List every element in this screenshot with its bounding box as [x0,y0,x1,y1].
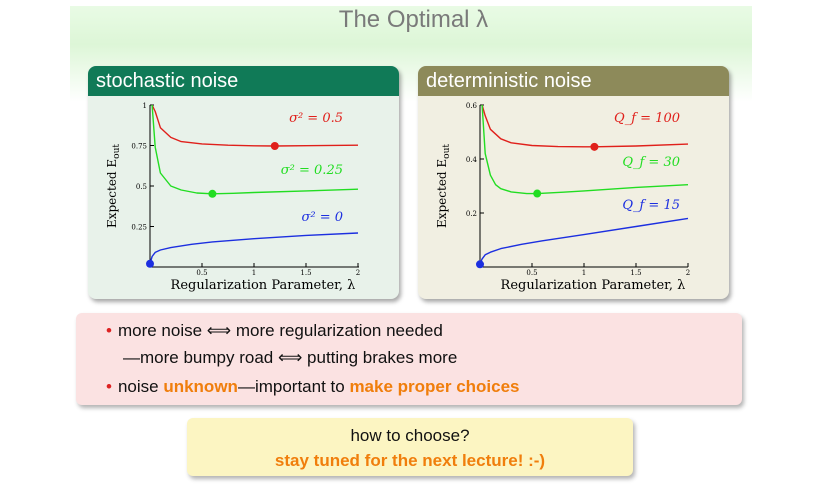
series-line-1 [481,104,689,148]
series-label-3: Q_f = 15 [622,198,680,213]
optimum-marker-1 [270,141,279,150]
stochastic-noise-panel: stochastic noise 1 0.75 0.5 0.25 0.5 1 1.5 2 σ… [88,66,399,299]
x-tick-label: 0.5 [196,269,207,277]
y-tick-label: 0.25 [131,224,147,232]
x-tick-label: 1 [582,269,586,277]
callout-answer: stay tuned for the next lecture! :-) [274,451,546,470]
slide-title: The Optimal λ [338,6,489,33]
optimum-marker-1 [590,142,599,151]
y-tick-label: 0.6 [466,102,478,110]
stochastic-noise-chart: 1 0.75 0.5 0.25 0.5 1 1.5 2 σ² = 0.5 σ² = 0.25 σ… [105,102,360,293]
x-tick-label: 1.5 [630,269,641,277]
notes-box: • more noise ⟺ more regularization needed… [76,313,742,405]
series-label-3: σ² = 0 [301,210,343,225]
x-axis-label: Regularization Parameter, λ [171,278,356,293]
note-item-1: • more noise ⟺ more regularization needed [106,321,443,340]
bullet-icon: • [106,321,112,340]
x-tick-label: 2 [356,269,360,277]
x-tick-label: 0.5 [526,269,537,277]
y-tick-label: 0.75 [131,143,147,151]
series-line-2 [481,104,689,195]
x-tick-label: 2 [686,269,690,277]
y-tick-label: 0.4 [466,156,478,164]
y-axis-label: Expected Eout [105,144,122,228]
series-line-1 [151,104,359,147]
x-tick-label: 1.5 [300,269,311,277]
optimum-marker-3 [476,260,484,269]
emphasis-unknown: unknown [163,377,238,396]
optimum-marker-2 [208,189,217,198]
panel-header: deterministic noise [418,66,729,96]
series-label-1: σ² = 0.5 [289,111,343,126]
optimum-marker-2 [533,189,542,198]
series-line-2 [151,104,359,195]
deterministic-noise-chart: 0.6 0.4 0.2 0.5 1 1.5 2 Q_f = 100 Q_f = 30 Q_f … [435,102,690,293]
x-axis-label: Regularization Parameter, λ [501,278,686,293]
emphasis-choices: make proper choices [349,377,520,396]
note-item-1-continued: —more bumpy road ⟺ putting brakes more [123,348,458,367]
callout-question: how to choose? [350,426,470,445]
deterministic-noise-panel: deterministic noise 0.6 0.4 0.2 0.5 1 1.5 2 Q… [418,66,729,299]
x-tick-label: 1 [252,269,256,277]
series-label-2: Q_f = 30 [622,155,680,170]
panel-header: stochastic noise [88,66,399,96]
series-line-3 [149,232,359,264]
series-label-1: Q_f = 100 [614,111,680,126]
series-label-2: σ² = 0.25 [281,163,343,178]
y-tick-label: 0.5 [136,183,147,191]
y-tick-label: 1 [143,102,147,110]
y-axis-label: Expected Eout [435,144,452,228]
optimum-marker-3 [146,259,154,268]
y-tick-label: 0.2 [466,210,477,218]
series-line-3 [479,217,689,265]
note-item-2: • noise unknown—important to make proper … [106,377,520,396]
bullet-icon: • [106,377,112,396]
callout-box: how to choose? stay tuned for the next l… [187,418,633,476]
